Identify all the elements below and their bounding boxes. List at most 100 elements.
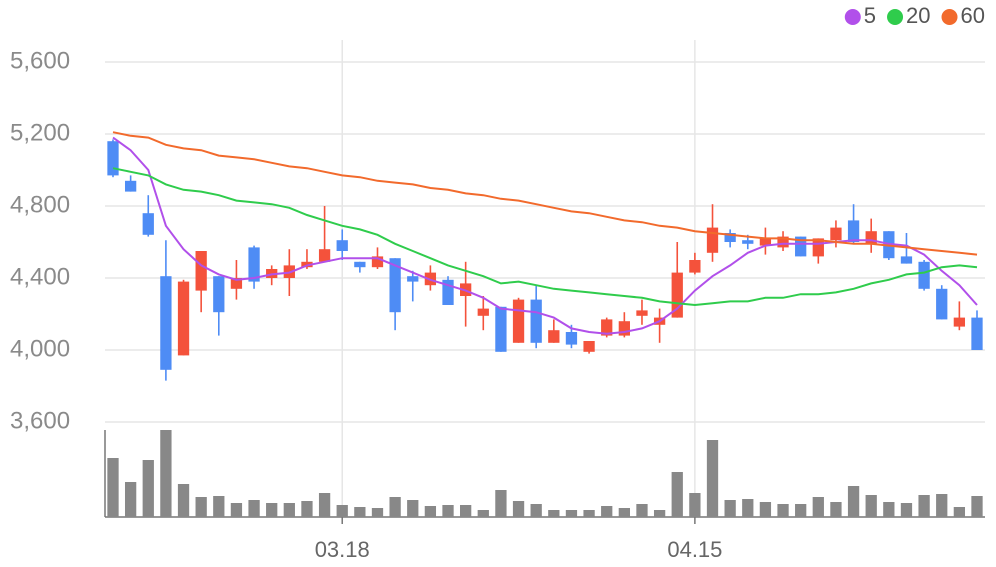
volume-bar: [706, 440, 719, 517]
volume-bar: [865, 495, 877, 517]
candle-body: [847, 220, 860, 242]
ma-line: [112, 167, 978, 307]
volume-bar: [389, 497, 401, 517]
candle-body: [918, 261, 930, 289]
legend-marker: [887, 9, 904, 25]
candle-body: [142, 213, 154, 235]
y-tick-label: 5,200: [10, 119, 70, 146]
candle-body: [407, 276, 419, 282]
volume-bar: [124, 482, 137, 517]
volume-bar: [689, 493, 701, 517]
volume-bar: [847, 486, 860, 517]
volume-bar: [601, 506, 613, 517]
candle-body: [442, 279, 454, 305]
candle-body: [336, 240, 348, 251]
volume-bar: [213, 496, 225, 517]
candle-body: [601, 319, 613, 336]
volume-bar: [495, 490, 507, 517]
y-tick-label: 4,800: [10, 191, 70, 218]
candle-body: [689, 260, 701, 273]
ma-line: [112, 131, 978, 256]
volume-bar: [548, 510, 560, 517]
volume-bar: [424, 506, 437, 517]
volume-bar: [583, 510, 595, 517]
candle-body: [812, 238, 824, 257]
volume-bar: [407, 500, 419, 517]
volume-bar: [371, 508, 384, 517]
candle-body: [477, 308, 489, 316]
candle-body: [389, 258, 401, 313]
volume-bar: [195, 497, 207, 517]
ma-line: [112, 136, 978, 335]
candle-body: [936, 288, 948, 320]
y-tick-label: 4,000: [10, 335, 70, 362]
volume-bar: [759, 502, 772, 517]
volume-bar: [460, 505, 472, 517]
candle-body: [354, 261, 366, 268]
volume-bar: [512, 501, 525, 517]
volume-bar: [301, 501, 313, 517]
y-tick-label: 3,600: [10, 407, 70, 434]
candle-body: [706, 227, 719, 253]
volume-bar: [283, 503, 295, 517]
volume-bar: [900, 503, 913, 517]
y-tick-label: 4,400: [10, 263, 70, 290]
candle-body: [318, 249, 331, 262]
candle-body: [160, 276, 172, 370]
volume-bar: [777, 504, 789, 517]
volume-bar: [636, 504, 648, 517]
volume-bar: [266, 503, 278, 517]
volume-bar: [671, 472, 683, 517]
volume-bar: [160, 430, 172, 517]
volume-bar: [230, 503, 243, 517]
legend-label: 5: [864, 3, 876, 28]
volume-bar: [565, 510, 578, 517]
candle-body: [530, 299, 542, 343]
volume-bar: [883, 502, 895, 517]
volume-bar: [812, 497, 824, 517]
volume-bar: [936, 494, 948, 517]
volume-bar: [318, 493, 331, 517]
candle-body: [213, 276, 225, 313]
volume-bar: [618, 508, 630, 517]
candle-body: [565, 332, 578, 345]
candle-body: [671, 272, 683, 318]
candle-body: [495, 306, 507, 352]
candle-body: [953, 317, 966, 327]
candle-body: [248, 247, 260, 282]
volume-bar: [971, 496, 983, 517]
volume-bar: [653, 510, 666, 517]
volume-bar: [177, 484, 190, 517]
volume-bar: [248, 500, 260, 517]
candle-body: [583, 341, 595, 352]
legend-label: 20: [906, 3, 930, 28]
candle-body: [724, 233, 736, 242]
candle-body: [548, 330, 560, 343]
candle-body: [618, 321, 630, 336]
volume-bar: [354, 507, 366, 517]
y-tick-label: 5,600: [10, 47, 70, 74]
candle-body: [512, 299, 525, 343]
volume-bar: [724, 500, 736, 517]
x-tick-label: 03.18: [315, 537, 370, 562]
candle-body: [759, 238, 772, 246]
candle-body: [124, 180, 137, 192]
volume-bar: [336, 505, 348, 517]
volume-bar: [953, 507, 966, 517]
volume-bar: [742, 499, 754, 517]
candle-body: [107, 141, 119, 176]
candle-body: [795, 236, 807, 257]
legend-label: 60: [961, 3, 985, 28]
x-tick-label: 04.15: [667, 537, 722, 562]
volume-bar: [830, 502, 842, 517]
candle-body: [371, 256, 384, 268]
volume-bar: [918, 495, 930, 517]
candle-body: [742, 240, 754, 244]
legend-marker: [941, 9, 958, 25]
candle-body: [900, 256, 913, 264]
volume-bar: [107, 458, 119, 517]
candle-body: [865, 231, 877, 244]
candle-body: [777, 236, 789, 248]
volume-bar: [795, 504, 807, 517]
